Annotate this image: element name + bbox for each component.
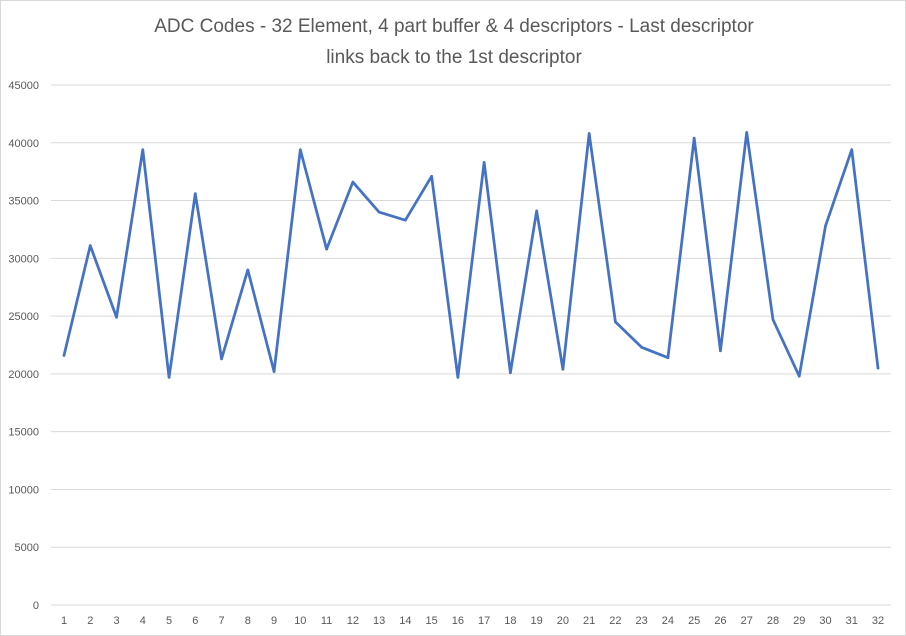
y-tick-label: 35000 — [8, 196, 39, 208]
y-tick-label: 15000 — [8, 427, 39, 439]
y-tick-label: 10000 — [8, 484, 39, 496]
x-tick-label: 22 — [609, 615, 621, 627]
data-point — [430, 174, 433, 178]
data-point — [614, 320, 617, 324]
data-point — [88, 244, 92, 247]
y-tick-label: 0 — [33, 600, 39, 612]
data-point — [62, 354, 66, 357]
data-point — [719, 349, 722, 353]
x-tick-label: 15 — [425, 615, 437, 627]
y-tick-label: 45000 — [8, 80, 39, 92]
data-point — [745, 131, 749, 134]
x-tick-label: 24 — [662, 615, 674, 627]
x-tick-label: 26 — [714, 615, 726, 627]
x-tick-label: 27 — [741, 615, 753, 627]
data-point — [246, 268, 250, 272]
x-tick-label: 5 — [166, 615, 172, 627]
x-tick-label: 18 — [504, 615, 516, 627]
data-point — [771, 318, 775, 321]
x-tick-label: 6 — [192, 615, 198, 627]
x-tick-label: 23 — [636, 615, 648, 627]
series-line — [62, 131, 880, 379]
data-point — [666, 356, 670, 360]
data-point — [141, 148, 145, 152]
x-tick-label: 13 — [373, 615, 385, 627]
chart-title-line-1: ADC Codes - 32 Element, 4 part buffer & … — [154, 16, 754, 37]
x-tick-label: 7 — [218, 615, 224, 627]
x-tick-label: 10 — [294, 615, 306, 627]
x-tick-label: 9 — [271, 615, 277, 627]
data-point — [482, 161, 486, 164]
x-tick-label: 16 — [452, 615, 464, 627]
data-point — [351, 180, 355, 184]
data-point — [167, 376, 171, 379]
x-tick-label: 11 — [321, 615, 332, 627]
data-point — [456, 376, 460, 379]
y-tick-label: 30000 — [8, 253, 39, 265]
data-point — [299, 148, 302, 152]
data-point — [535, 209, 538, 213]
y-tick-label: 20000 — [8, 369, 39, 381]
chart-title-line-2: links back to the 1st descriptor — [326, 47, 582, 68]
data-point — [850, 148, 854, 152]
x-tick-label: 12 — [347, 615, 359, 627]
data-point — [404, 218, 407, 222]
x-tick-label: 14 — [399, 615, 411, 627]
x-tick-label: 20 — [557, 615, 569, 627]
data-point — [325, 247, 328, 251]
x-tick-label: 32 — [872, 615, 884, 627]
x-tick-label: 30 — [819, 615, 831, 627]
x-tick-label: 1 — [61, 615, 67, 627]
x-tick-label: 19 — [531, 615, 543, 627]
data-point — [561, 367, 565, 371]
data-point — [824, 224, 827, 228]
x-tick-label: 21 — [583, 615, 595, 627]
x-tick-label: 28 — [767, 615, 779, 627]
data-point — [797, 374, 801, 378]
data-point — [272, 370, 276, 373]
data-point — [220, 357, 223, 361]
data-point — [876, 366, 880, 370]
x-tick-label: 25 — [688, 615, 700, 627]
data-point — [509, 371, 512, 375]
y-tick-label: 25000 — [8, 311, 39, 323]
data-point — [640, 346, 643, 349]
x-tick-label: 3 — [113, 615, 119, 627]
x-tick-label: 8 — [245, 615, 251, 627]
data-point — [692, 136, 696, 140]
data-point — [193, 192, 197, 195]
x-tick-label: 17 — [478, 615, 490, 627]
y-tick-label: 40000 — [8, 138, 39, 150]
data-point — [377, 210, 381, 214]
data-point — [115, 315, 118, 319]
x-tick-label: 2 — [87, 615, 93, 627]
y-tick-label: 5000 — [15, 542, 39, 554]
x-tick-label: 4 — [140, 615, 146, 627]
x-tick-label: 29 — [793, 615, 805, 627]
data-point — [587, 132, 591, 135]
x-tick-label: 31 — [846, 615, 858, 627]
